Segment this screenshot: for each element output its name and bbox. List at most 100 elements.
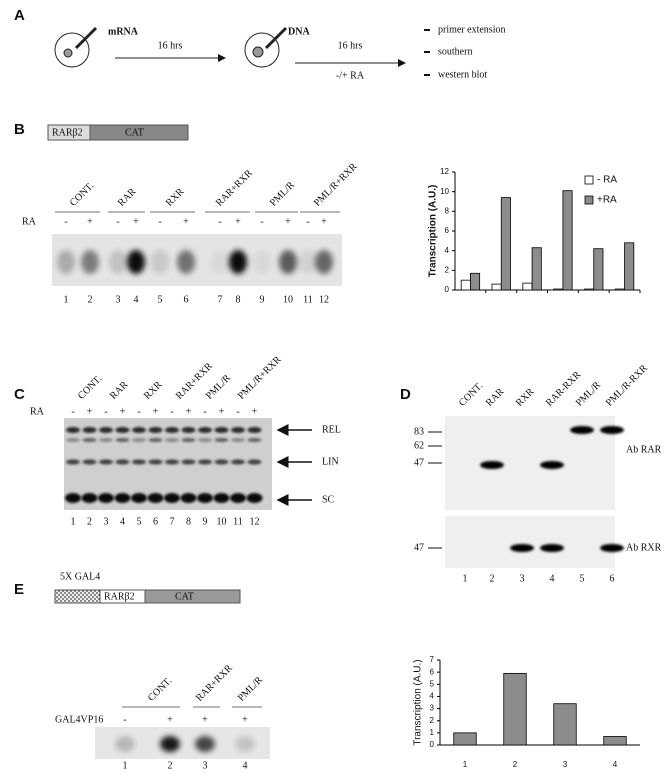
band [214,427,229,433]
schematic [54,26,406,68]
bar [614,288,625,291]
group-label: CONT. [146,675,174,703]
band [279,250,297,274]
band [570,426,594,434]
ra-mark: + [153,406,159,417]
band [132,427,146,433]
bar [453,732,477,746]
panel-label: C [14,386,25,403]
band [177,250,195,274]
legend-swatch [584,195,594,205]
band [229,250,247,274]
lane-number: 2 [88,294,93,305]
band [82,438,97,442]
lane-number: 1 [463,573,468,584]
group-label: RAR+RXR [214,168,255,209]
readout: southern [438,46,472,57]
group-label: PML/R+RXR [236,354,284,402]
ra-mark: - [260,216,263,227]
group-label: PML/R-RXR [604,363,650,409]
bar [491,283,502,291]
lane-number: 2 [490,573,495,584]
band [115,459,130,465]
lane-number: 7 [218,294,223,305]
x-tick-label: 1 [463,760,468,769]
ra-label: RA [22,216,37,227]
band [115,736,135,752]
band [231,438,245,442]
band [230,493,246,503]
band [164,493,180,503]
size-marker: 83 [414,426,424,437]
band [115,438,130,442]
band [195,736,215,752]
lane-number: 5 [137,516,142,527]
band [165,427,179,433]
ra-mark: - [236,406,239,417]
gal4-mark: - [123,714,126,725]
band [213,493,230,503]
y-tick-label: 0 [430,740,435,749]
construct-label: RARβ2 [104,591,135,602]
band [235,736,255,752]
bar [553,703,577,746]
lane-number: 2 [168,760,173,771]
group-label: RXR [514,386,537,409]
band [57,250,75,274]
ra-mark: + [183,216,189,227]
band [99,438,113,442]
band [540,461,564,469]
y-tick-label: 4 [430,692,435,701]
band [315,250,333,274]
band [299,250,317,274]
band [198,427,212,433]
band [253,250,271,274]
group-label: CONT. [68,180,96,208]
band [600,426,624,434]
lane-number: 10 [217,516,227,527]
band [231,459,245,465]
lane-number: 6 [610,573,615,584]
band [147,493,164,503]
lane-number: 4 [243,760,248,771]
antibody-label: Ab RAR [626,444,662,455]
band [247,438,262,442]
band [148,427,163,433]
group-label: RXR [142,379,165,402]
band [247,459,262,465]
lane-number: 5 [580,573,585,584]
group-label: PML/R [236,675,265,704]
ra-mark: + [235,216,241,227]
band [197,493,213,503]
band [82,427,97,433]
dna-label: DNA [288,26,310,37]
x-tick-label: 4 [613,760,618,769]
lane-number: 1 [123,760,128,771]
lane-number: 6 [184,294,189,305]
lane-number: 3 [520,573,525,584]
y-tick-label: 10 [440,187,449,196]
band [66,459,80,465]
band [198,459,212,465]
ra-mark: - [158,216,161,227]
band [131,493,147,503]
lane-number: 6 [153,516,158,527]
bar [624,242,635,291]
bar [500,197,511,291]
panel-label: D [400,386,411,403]
panel-label: B [14,121,25,138]
y-tick-label: 8 [445,206,450,215]
y-tick-label: 1 [430,728,435,737]
band [82,459,97,465]
band [198,438,212,442]
construct-box [144,589,241,604]
ra-mark: + [186,406,192,417]
ra-mark: + [133,216,139,227]
lane-number: 9 [260,294,265,305]
ra-mark: - [104,406,107,417]
band [109,250,127,274]
bar [593,248,604,291]
ra-mark: + [321,216,327,227]
lane-number: 5 [158,294,163,305]
